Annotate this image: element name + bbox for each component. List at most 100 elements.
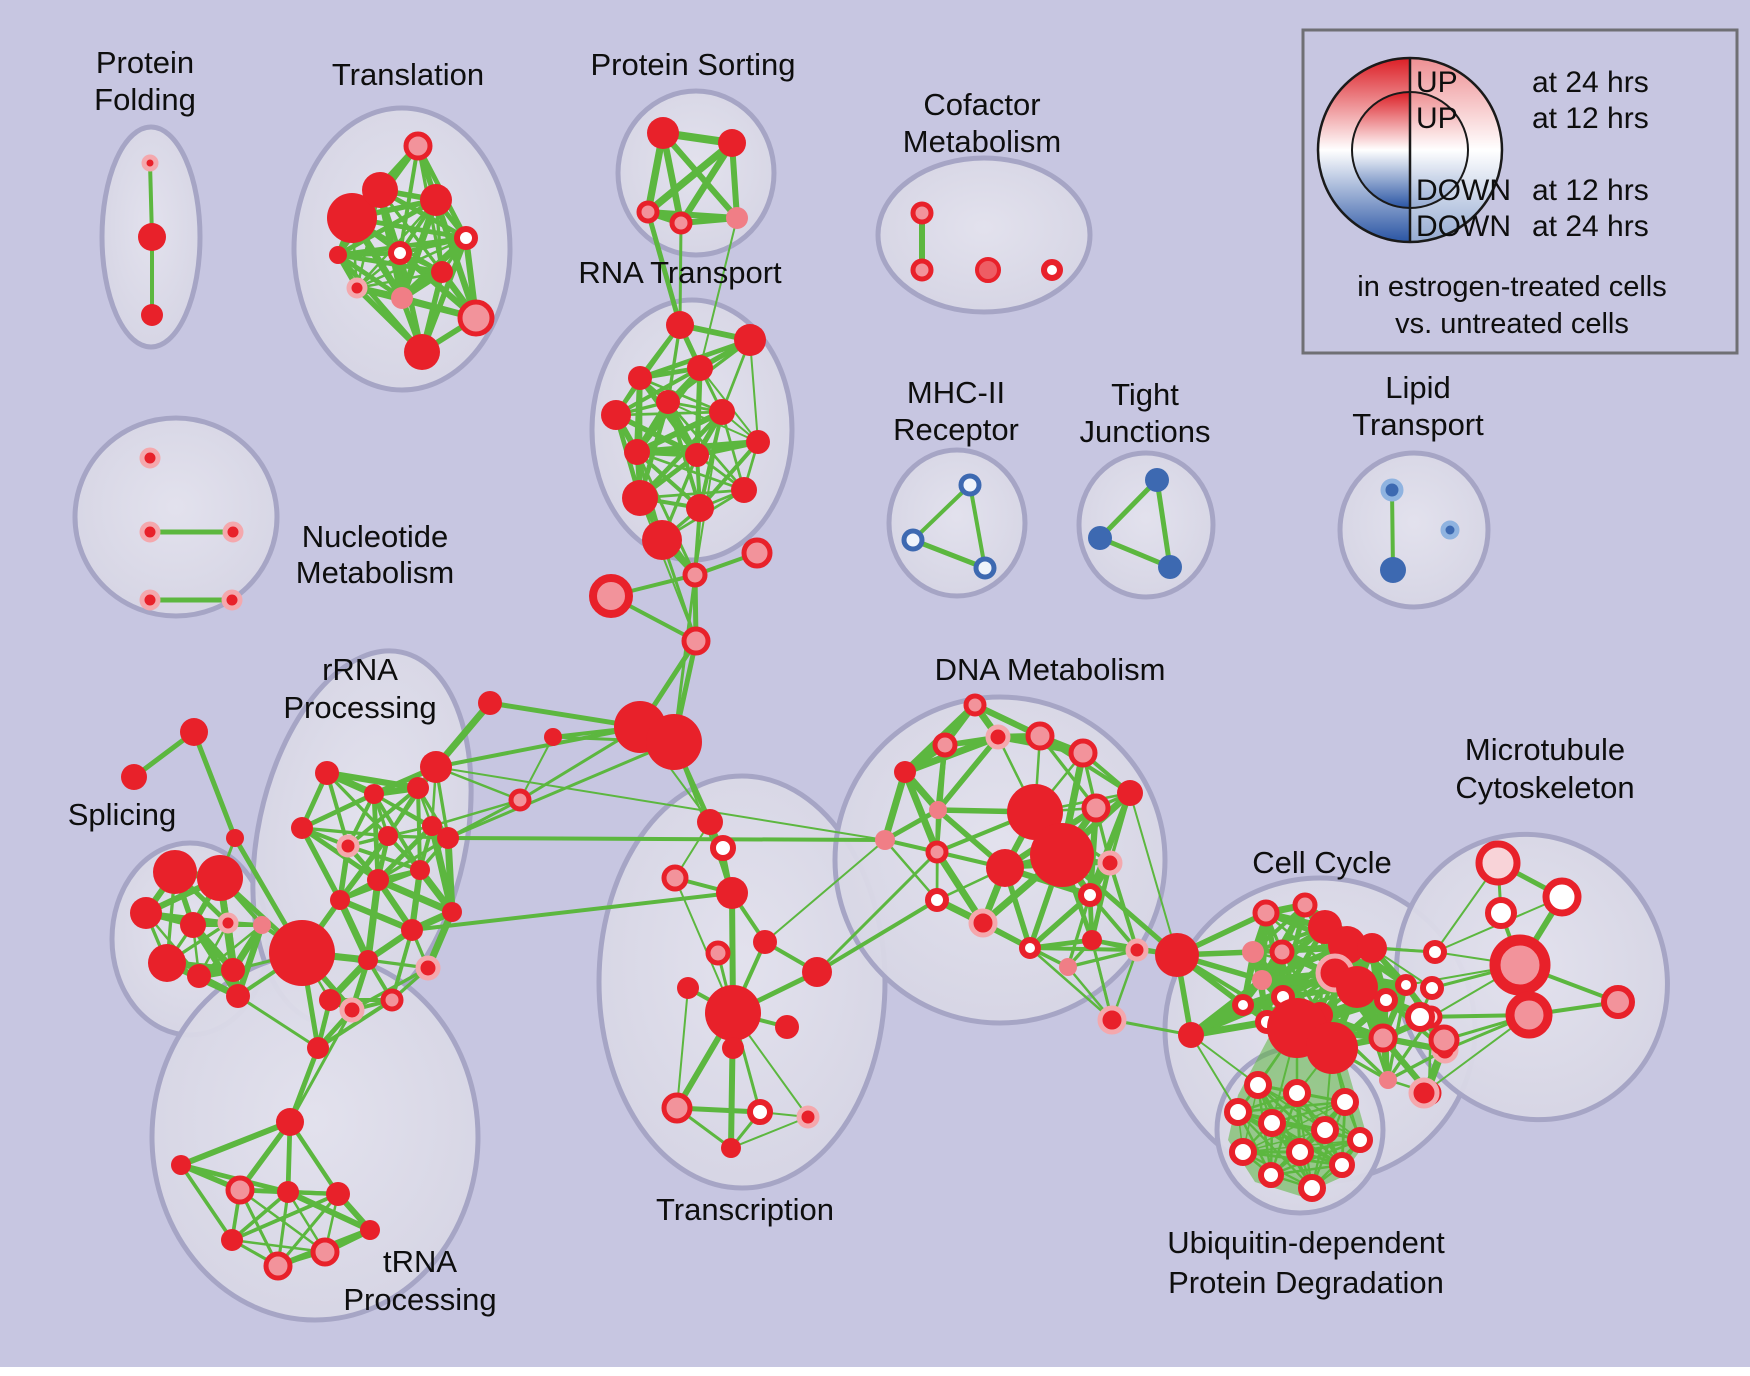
gene-node-dna-metabolism bbox=[932, 732, 958, 758]
inter-cluster-edge bbox=[236, 994, 320, 1050]
cluster-label-protein-folding: Protein bbox=[96, 45, 194, 80]
gene-node-tight-junctions bbox=[1145, 468, 1169, 492]
gene-node-cell-cycle bbox=[1292, 892, 1318, 918]
gene-node-dna-metabolism bbox=[1097, 850, 1123, 876]
gene-node-protein-sorting bbox=[726, 207, 748, 229]
gene-node-protein-sorting bbox=[636, 200, 660, 224]
cluster-label-transcription: Transcription bbox=[656, 1192, 834, 1227]
gene-node-cofactor-metabolism bbox=[975, 257, 1001, 283]
cluster-label-lipid-transport: Transport bbox=[1352, 407, 1484, 442]
gene-node-transcription bbox=[721, 1138, 741, 1158]
gene-node-transcription bbox=[775, 1015, 799, 1039]
edge-rrna-processing bbox=[336, 896, 372, 964]
gene-node-rna-transport bbox=[731, 477, 757, 503]
edge-tight-junctions bbox=[1154, 477, 1173, 570]
gene-node-trna-processing bbox=[221, 1229, 243, 1251]
gene-node-rna-transport bbox=[686, 494, 714, 522]
gene-node-transcription bbox=[661, 864, 689, 892]
gene-node-trna-processing bbox=[171, 1155, 191, 1175]
gene-node-rrna-processing bbox=[315, 761, 339, 785]
gene-node-trna-processing bbox=[263, 1251, 293, 1281]
edge-dna-metabolism bbox=[883, 838, 939, 902]
inter-cluster-edge bbox=[435, 766, 886, 841]
gene-node-rrna-processing bbox=[367, 869, 389, 891]
cluster-label-cofactor-metabolism: Metabolism bbox=[903, 124, 1062, 159]
edge-trna-processing bbox=[276, 1192, 340, 1268]
edge-transcription bbox=[730, 1116, 809, 1149]
gene-node-rrna-processing bbox=[269, 920, 335, 986]
edge-dna-metabolism bbox=[882, 807, 941, 843]
edge-rrna-processing bbox=[375, 823, 435, 883]
gene-node-lipid-transport bbox=[1440, 520, 1460, 540]
gene-node-translation bbox=[404, 334, 440, 370]
gene-node-rrna-processing bbox=[364, 784, 384, 804]
gene-node-rrna-processing bbox=[319, 989, 341, 1011]
edge-protein-sorting bbox=[644, 139, 736, 216]
gene-node-transcription bbox=[677, 977, 699, 999]
gene-node-translation bbox=[403, 131, 433, 161]
gene-node-dna-metabolism bbox=[1078, 883, 1102, 907]
gene-node-dna-metabolism bbox=[1117, 780, 1143, 806]
gene-node-nucleotide-metabolism bbox=[222, 521, 244, 543]
gene-node-ubiquitin-degradation bbox=[1283, 1079, 1311, 1107]
inter-cluster-edge bbox=[645, 209, 683, 328]
edge-ubiquitin-degradation bbox=[1236, 1100, 1347, 1114]
edge-translation bbox=[335, 252, 425, 355]
gene-node-tight-junctions bbox=[1158, 555, 1182, 579]
edge-ubiquitin-degradation bbox=[1269, 1100, 1347, 1177]
inter-cluster-edge bbox=[1190, 1034, 1239, 1113]
gene-node-dna-metabolism bbox=[985, 724, 1011, 750]
gene-node-central-hub bbox=[589, 574, 633, 618]
gene-node-translation bbox=[420, 184, 452, 216]
gene-node-transcription bbox=[705, 985, 761, 1041]
legend: UP at 24 hrs UP at 12 hrs DOWN at 12 hrs DOWN a… bbox=[1301, 28, 1739, 355]
gene-node-translation bbox=[388, 241, 412, 265]
cluster-label-tight-junctions: Junctions bbox=[1080, 414, 1211, 449]
gene-node-rna-transport bbox=[746, 430, 770, 454]
gene-node-dna-metabolism bbox=[1125, 938, 1149, 962]
gene-node-protein-sorting bbox=[718, 129, 746, 157]
cluster-ellipse-nucleotide-metabolism bbox=[72, 415, 280, 619]
legend-caption: in estrogen-treated cells bbox=[1357, 271, 1667, 303]
gene-node-protein-folding bbox=[138, 223, 166, 251]
gene-node-splicing bbox=[130, 897, 162, 929]
gene-node-rna-transport bbox=[685, 443, 709, 467]
edge-trna-processing bbox=[178, 1119, 293, 1168]
edge-rna-transport bbox=[720, 410, 746, 492]
gene-node-central-hub bbox=[682, 562, 708, 588]
gene-node-translation bbox=[431, 261, 453, 283]
edge-tight-junctions bbox=[1097, 477, 1160, 541]
gene-node-dna-metabolism bbox=[875, 830, 895, 850]
gene-node-rna-transport bbox=[656, 390, 680, 414]
edge-dna-metabolism bbox=[1027, 892, 1093, 951]
gene-node-trna-processing bbox=[276, 1108, 304, 1136]
inter-cluster-edge bbox=[699, 217, 738, 369]
gene-node-transcription bbox=[661, 1092, 693, 1124]
gene-node-protein-folding bbox=[141, 304, 163, 326]
gene-node-rrna-processing bbox=[422, 816, 442, 836]
cluster-label-cell-cycle: Cell Cycle bbox=[1252, 845, 1392, 880]
gene-node-rrna-processing bbox=[508, 788, 532, 812]
gene-node-ubiquitin-degradation bbox=[1258, 1109, 1286, 1137]
edge-splicing-triangle bbox=[191, 729, 238, 841]
edge-rna-transport bbox=[749, 339, 759, 443]
gene-node-dna-metabolism bbox=[1025, 721, 1055, 751]
gene-node-dna-metabolism bbox=[1082, 930, 1102, 950]
gene-node-splicing bbox=[226, 984, 250, 1008]
edge-transcription bbox=[676, 987, 689, 1109]
gene-node-dna-metabolism bbox=[986, 849, 1024, 887]
cluster-label-splicing: Splicing bbox=[68, 797, 177, 832]
gene-node-translation bbox=[454, 226, 478, 250]
cluster-label-trna-processing: Processing bbox=[343, 1282, 496, 1317]
gene-node-splicing bbox=[148, 944, 186, 982]
gene-node-transcription bbox=[697, 809, 723, 835]
gene-node-dna-metabolism bbox=[1019, 937, 1041, 959]
gene-node-microtubule-cytoskeleton bbox=[1542, 877, 1582, 917]
cluster-ellipse-cofactor-metabolism bbox=[875, 155, 1093, 315]
edge-translation bbox=[355, 270, 444, 290]
gene-node-splicing bbox=[221, 958, 245, 982]
edge-mhc-ii-receptor bbox=[968, 483, 987, 570]
cluster-label-microtubule-cytoskeleton: Cytoskeleton bbox=[1455, 770, 1634, 805]
